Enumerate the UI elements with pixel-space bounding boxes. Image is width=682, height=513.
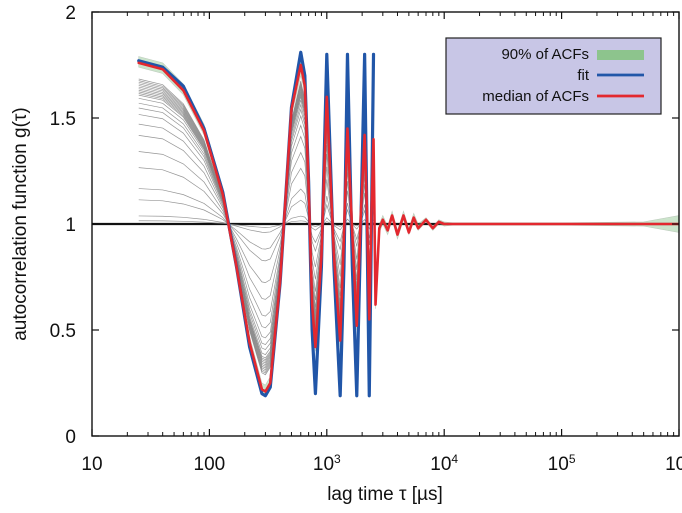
x-axis-title: lag time τ [µs] [327, 484, 443, 505]
x-tick-label: 103 [313, 452, 341, 475]
plot-content [92, 50, 679, 398]
y-tick-label: 0.5 [50, 321, 76, 342]
y-tick-label: 1.5 [50, 109, 76, 130]
legend-label-median: median of ACFs [482, 88, 589, 105]
x-tick-label: 106 [665, 452, 682, 475]
y-tick-label: 0 [65, 427, 76, 448]
x-tick-label: 105 [548, 452, 576, 475]
y-tick-label: 2 [65, 3, 76, 24]
legend-label-fit: fit [577, 67, 590, 84]
y-axis-title: autocorrelation function g(τ) [10, 107, 31, 341]
legend: 90% of ACFs fit median of ACFs [445, 37, 662, 115]
x-tick-label: 104 [430, 452, 458, 475]
legend-swatch-90-acfs [597, 50, 644, 60]
median-line [137, 61, 679, 393]
x-tick-label: 100 [194, 454, 226, 475]
x-tick-label: 10 [81, 454, 102, 475]
legend-label-90-acfs: 90% of ACFs [501, 46, 589, 63]
y-tick-label: 1 [65, 215, 76, 236]
axis-ticks [91, 11, 680, 437]
axis-tick-labels: 10 100 103 104 105 106 0 0.5 1 1.5 2 [50, 3, 682, 475]
